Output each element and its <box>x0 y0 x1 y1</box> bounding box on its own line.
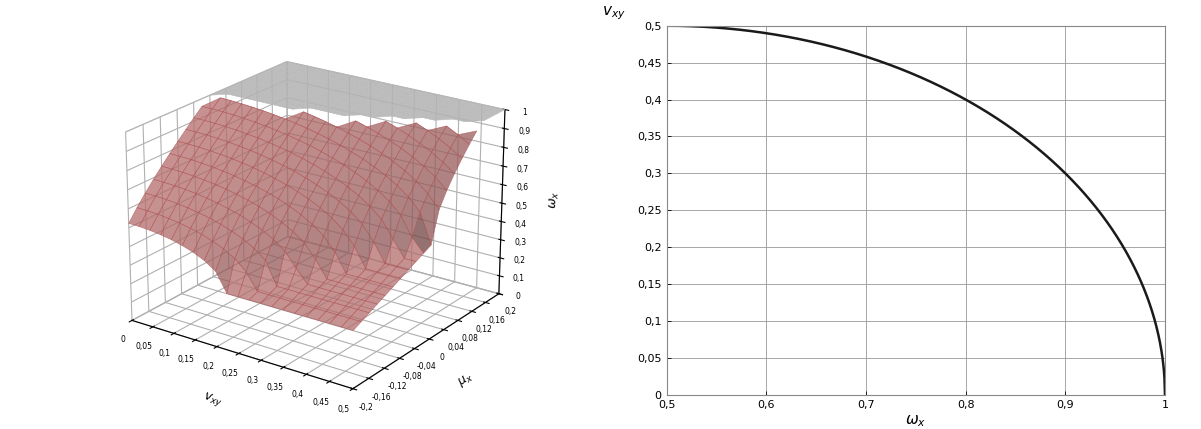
Y-axis label: $\mu_x$: $\mu_x$ <box>455 369 476 390</box>
X-axis label: $\omega_x$: $\omega_x$ <box>906 414 926 429</box>
Text: $v_{xy}$: $v_{xy}$ <box>602 4 626 22</box>
X-axis label: $v_{xy}$: $v_{xy}$ <box>201 390 225 410</box>
